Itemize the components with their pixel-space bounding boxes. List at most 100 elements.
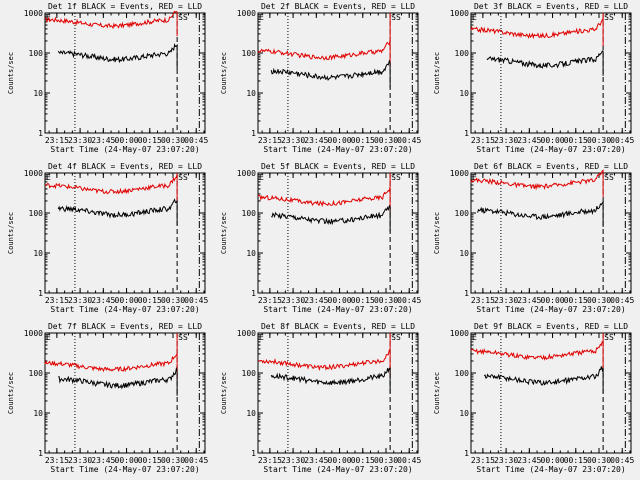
x-tick-label: 23:30 <box>281 456 305 465</box>
x-tick-label: 00:45 <box>184 136 208 145</box>
y-tick-label: 10 <box>459 409 469 418</box>
y-axis-label: Counts/sec <box>433 212 441 254</box>
panel-flag: E <box>46 173 51 182</box>
x-tick-label: 00:00 <box>541 296 565 305</box>
x-axis-label: Start Time (24-May-07 23:07:20) <box>263 305 412 314</box>
y-tick-label: 1000 <box>450 329 469 338</box>
panel-title: Det 2f BLACK = Events, RED = LLD <box>261 2 415 11</box>
x-axis-label: Start Time (24-May-07 23:07:20) <box>50 305 199 314</box>
y-tick-label: 1 <box>464 449 469 458</box>
y-tick-label: 100 <box>242 369 257 378</box>
x-tick-label: 23:45 <box>517 456 541 465</box>
end-marker: SS <box>604 173 614 182</box>
x-tick-label: 00:45 <box>184 296 208 305</box>
x-tick-label: 00:45 <box>397 456 421 465</box>
x-tick-label: 00:15 <box>564 136 588 145</box>
y-axis-label: Counts/sec <box>220 52 228 94</box>
y-tick-label: 1 <box>251 449 256 458</box>
panel-flag: E <box>259 173 264 182</box>
x-tick-label: 00:30 <box>161 456 185 465</box>
y-axis-label: Counts/sec <box>7 372 15 414</box>
x-tick-label: 23:15 <box>45 136 69 145</box>
x-tick-label: 23:45 <box>517 136 541 145</box>
x-tick-label: 00:15 <box>138 296 162 305</box>
end-marker: SS <box>178 13 188 22</box>
y-tick-label: 1 <box>464 129 469 138</box>
y-tick-label: 1000 <box>24 9 43 18</box>
x-axis-label: Start Time (24-May-07 23:07:20) <box>263 145 412 154</box>
x-tick-label: 23:30 <box>281 136 305 145</box>
y-axis-label: Counts/sec <box>433 52 441 94</box>
y-tick-label: 1 <box>38 449 43 458</box>
y-axis-label: Counts/sec <box>220 212 228 254</box>
x-tick-label: 23:30 <box>68 296 92 305</box>
x-tick-label: 23:30 <box>281 296 305 305</box>
series-lld-line <box>44 10 178 37</box>
x-tick-label: 23:15 <box>258 456 282 465</box>
x-axis-label: Start Time (24-May-07 23:07:20) <box>476 145 625 154</box>
x-tick-label: 23:15 <box>258 296 282 305</box>
series-lld-line <box>44 333 178 380</box>
x-tick-label: 00:15 <box>564 296 588 305</box>
x-tick-label: 23:45 <box>304 296 328 305</box>
y-tick-label: 1000 <box>450 169 469 178</box>
y-tick-label: 1000 <box>24 169 43 178</box>
plot-frame <box>257 12 419 134</box>
y-tick-label: 10 <box>246 409 256 418</box>
x-axis-label: Start Time (24-May-07 23:07:20) <box>476 305 625 314</box>
y-axis-label: Counts/sec <box>220 372 228 414</box>
series-lld-line <box>470 333 604 368</box>
y-tick-label: 1 <box>251 129 256 138</box>
x-tick-label: 00:00 <box>115 456 139 465</box>
x-tick-label: 23:30 <box>494 136 518 145</box>
x-tick-label: 23:30 <box>494 456 518 465</box>
panel-flag: E <box>259 13 264 22</box>
x-tick-label: 00:00 <box>541 136 565 145</box>
panel-4: Det 4f BLACK = Events, RED = LLD 1 10 100 10… <box>7 162 208 314</box>
x-tick-label: 23:15 <box>471 136 495 145</box>
panel-title: Det 1f BLACK = Events, RED = LLD <box>48 2 202 11</box>
x-tick-label: 23:15 <box>45 296 69 305</box>
x-tick-label: 23:45 <box>91 296 115 305</box>
x-tick-label: 23:15 <box>258 136 282 145</box>
x-tick-label: 00:00 <box>115 136 139 145</box>
y-tick-label: 1 <box>251 289 256 298</box>
y-tick-label: 1000 <box>237 329 256 338</box>
x-tick-label: 23:30 <box>494 296 518 305</box>
series-events-line <box>57 42 178 70</box>
panel-flag: E <box>472 173 477 182</box>
plot-frame <box>257 332 419 454</box>
x-tick-label: 00:00 <box>328 456 352 465</box>
x-tick-label: 00:00 <box>328 136 352 145</box>
y-tick-label: 10 <box>459 249 469 258</box>
series-lld-line <box>257 13 391 68</box>
y-tick-label: 1000 <box>450 9 469 18</box>
x-tick-label: 23:30 <box>68 456 92 465</box>
x-tick-label: 00:30 <box>161 136 185 145</box>
x-tick-label: 00:45 <box>397 136 421 145</box>
x-tick-label: 23:15 <box>471 456 495 465</box>
panel-3: Det 3f BLACK = Events, RED = LLD 1 10 100 10… <box>433 2 634 154</box>
panel-title: Det 7f BLACK = Events, RED = LLD <box>48 322 202 331</box>
series-events-line <box>270 59 391 88</box>
x-tick-label: 23:45 <box>517 296 541 305</box>
y-tick-label: 1000 <box>237 169 256 178</box>
x-tick-label: 00:00 <box>541 456 565 465</box>
y-axis-label: Counts/sec <box>7 52 15 94</box>
y-tick-label: 100 <box>242 49 257 58</box>
y-tick-label: 100 <box>29 369 44 378</box>
y-tick-label: 10 <box>33 409 43 418</box>
x-tick-label: 23:45 <box>91 136 115 145</box>
y-tick-label: 1 <box>464 289 469 298</box>
x-tick-label: 23:45 <box>91 456 115 465</box>
x-tick-label: 00:30 <box>587 456 611 465</box>
x-tick-label: 00:00 <box>328 296 352 305</box>
y-tick-label: 10 <box>459 89 469 98</box>
x-tick-label: 00:00 <box>115 296 139 305</box>
y-tick-label: 1 <box>38 289 43 298</box>
series-lld-line <box>44 173 178 202</box>
y-axis-label: Counts/sec <box>433 372 441 414</box>
x-tick-label: 23:45 <box>304 136 328 145</box>
